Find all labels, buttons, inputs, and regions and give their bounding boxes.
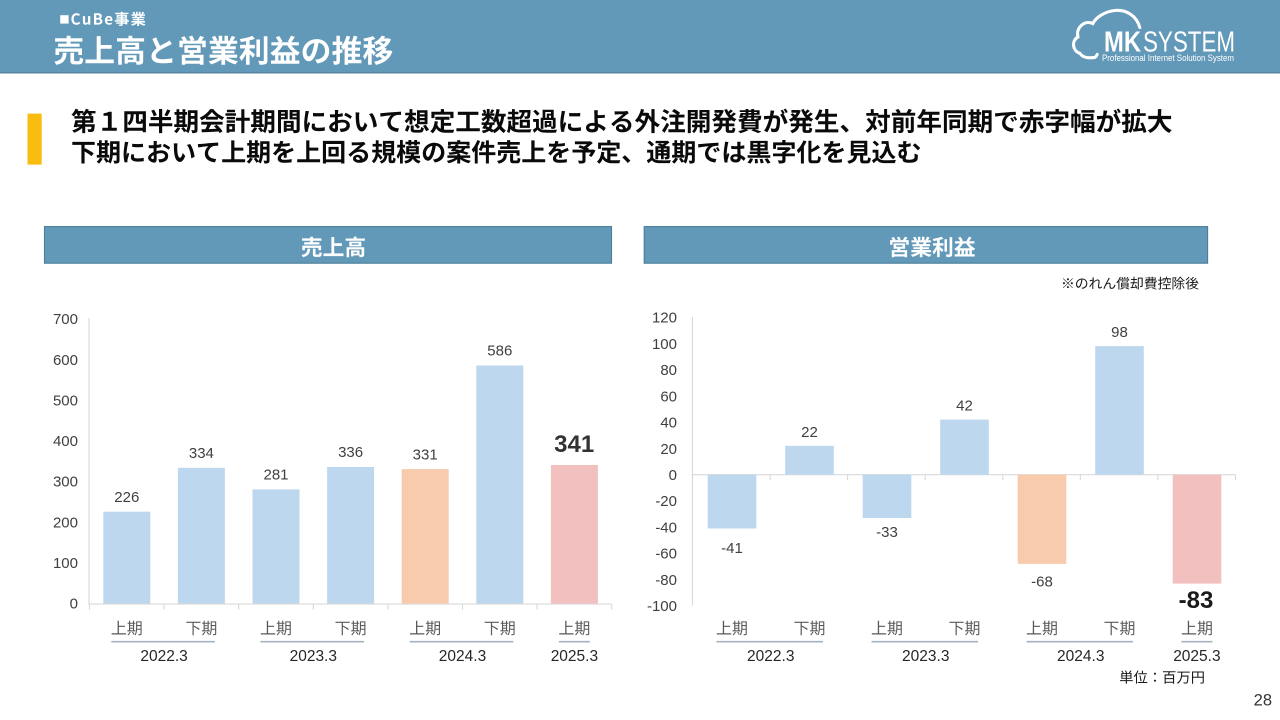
- svg-text:200: 200: [53, 514, 78, 531]
- svg-text:2023.3: 2023.3: [902, 648, 949, 665]
- svg-text:2022.3: 2022.3: [747, 648, 794, 665]
- svg-text:0: 0: [669, 467, 677, 484]
- svg-text:40: 40: [660, 415, 677, 432]
- svg-text:100: 100: [652, 336, 677, 353]
- svg-text:98: 98: [1111, 324, 1128, 341]
- svg-text:281: 281: [263, 467, 288, 484]
- svg-text:586: 586: [487, 343, 512, 360]
- svg-text:600: 600: [53, 352, 78, 369]
- svg-text:-60: -60: [655, 546, 677, 563]
- svg-text:120: 120: [652, 310, 677, 327]
- svg-text:700: 700: [53, 311, 78, 328]
- svg-text:100: 100: [53, 555, 78, 572]
- svg-text:42: 42: [956, 398, 973, 415]
- svg-text:0: 0: [70, 596, 78, 613]
- svg-text:2025.3: 2025.3: [551, 648, 598, 665]
- svg-text:-83: -83: [1179, 587, 1214, 614]
- svg-text:334: 334: [189, 445, 214, 462]
- svg-text:336: 336: [338, 444, 363, 461]
- svg-text:2022.3: 2022.3: [140, 648, 187, 665]
- svg-text:-100: -100: [647, 598, 677, 615]
- svg-text:MK: MK: [1104, 27, 1141, 59]
- svg-text:331: 331: [413, 446, 438, 463]
- svg-text:-41: -41: [721, 540, 743, 557]
- svg-text:341: 341: [554, 431, 594, 458]
- svg-text:-40: -40: [655, 520, 677, 537]
- svg-text:2024.3: 2024.3: [1057, 648, 1104, 665]
- svg-text:80: 80: [660, 362, 677, 379]
- svg-text:2024.3: 2024.3: [439, 648, 486, 665]
- svg-text:-33: -33: [876, 524, 898, 541]
- svg-text:226: 226: [114, 489, 139, 506]
- svg-text:60: 60: [660, 388, 677, 405]
- svg-text:-20: -20: [655, 493, 677, 510]
- svg-text:28: 28: [1254, 692, 1272, 710]
- svg-text:300: 300: [53, 474, 78, 491]
- svg-text:2025.3: 2025.3: [1173, 648, 1220, 665]
- svg-text:Professional Internet Solution: Professional Internet Solution System: [1102, 53, 1234, 63]
- svg-text:500: 500: [53, 392, 78, 409]
- svg-text:22: 22: [801, 424, 818, 441]
- svg-text:-80: -80: [655, 572, 677, 589]
- svg-text:SYSTEM: SYSTEM: [1143, 27, 1235, 59]
- svg-text:20: 20: [660, 441, 677, 458]
- svg-text:-68: -68: [1031, 574, 1053, 591]
- svg-text:400: 400: [53, 433, 78, 450]
- svg-text:2023.3: 2023.3: [290, 648, 337, 665]
